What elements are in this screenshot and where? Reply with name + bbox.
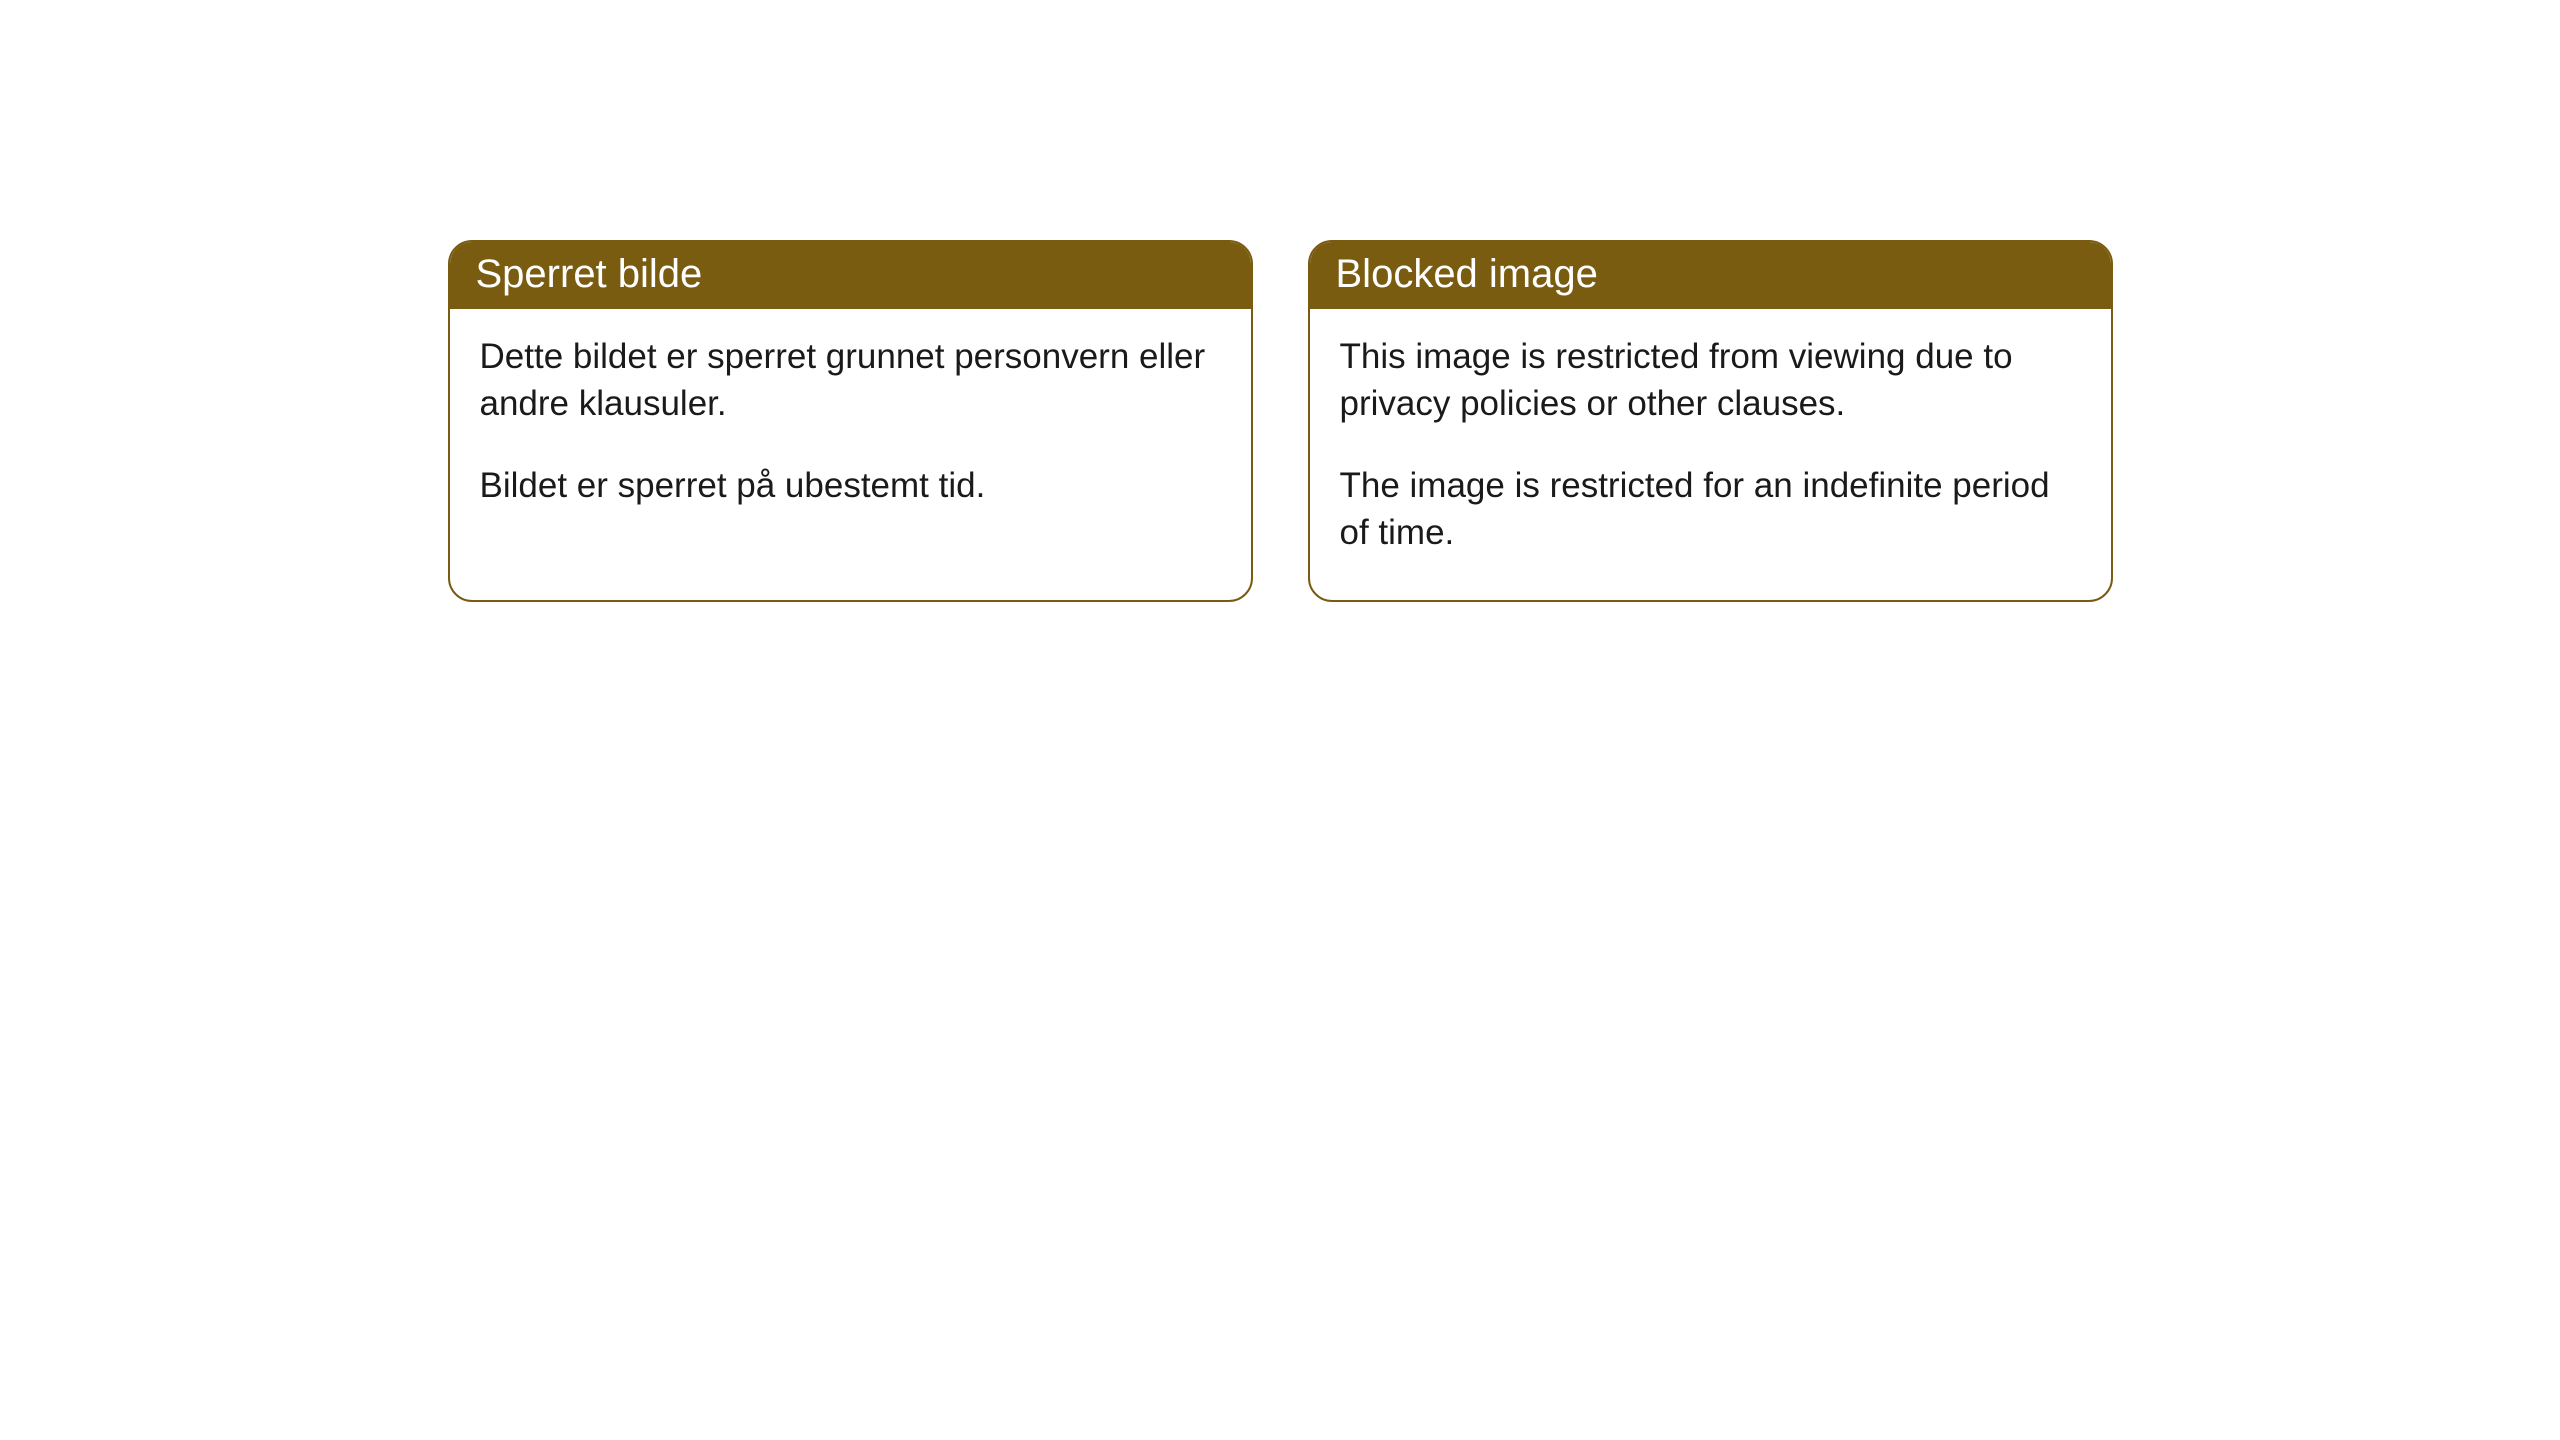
card-body-en: This image is restricted from viewing du…: [1310, 309, 2111, 600]
card-header-no: Sperret bilde: [450, 242, 1251, 309]
card-text-en-2: The image is restricted for an indefinit…: [1340, 462, 2081, 557]
card-body-no: Dette bildet er sperret grunnet personve…: [450, 309, 1251, 553]
card-text-en-1: This image is restricted from viewing du…: [1340, 333, 2081, 428]
blocked-image-card-no: Sperret bilde Dette bildet er sperret gr…: [448, 240, 1253, 602]
card-header-en: Blocked image: [1310, 242, 2111, 309]
card-text-no-1: Dette bildet er sperret grunnet personve…: [480, 333, 1221, 428]
blocked-image-card-en: Blocked image This image is restricted f…: [1308, 240, 2113, 602]
cards-container: Sperret bilde Dette bildet er sperret gr…: [0, 240, 2560, 602]
card-text-no-2: Bildet er sperret på ubestemt tid.: [480, 462, 1221, 509]
